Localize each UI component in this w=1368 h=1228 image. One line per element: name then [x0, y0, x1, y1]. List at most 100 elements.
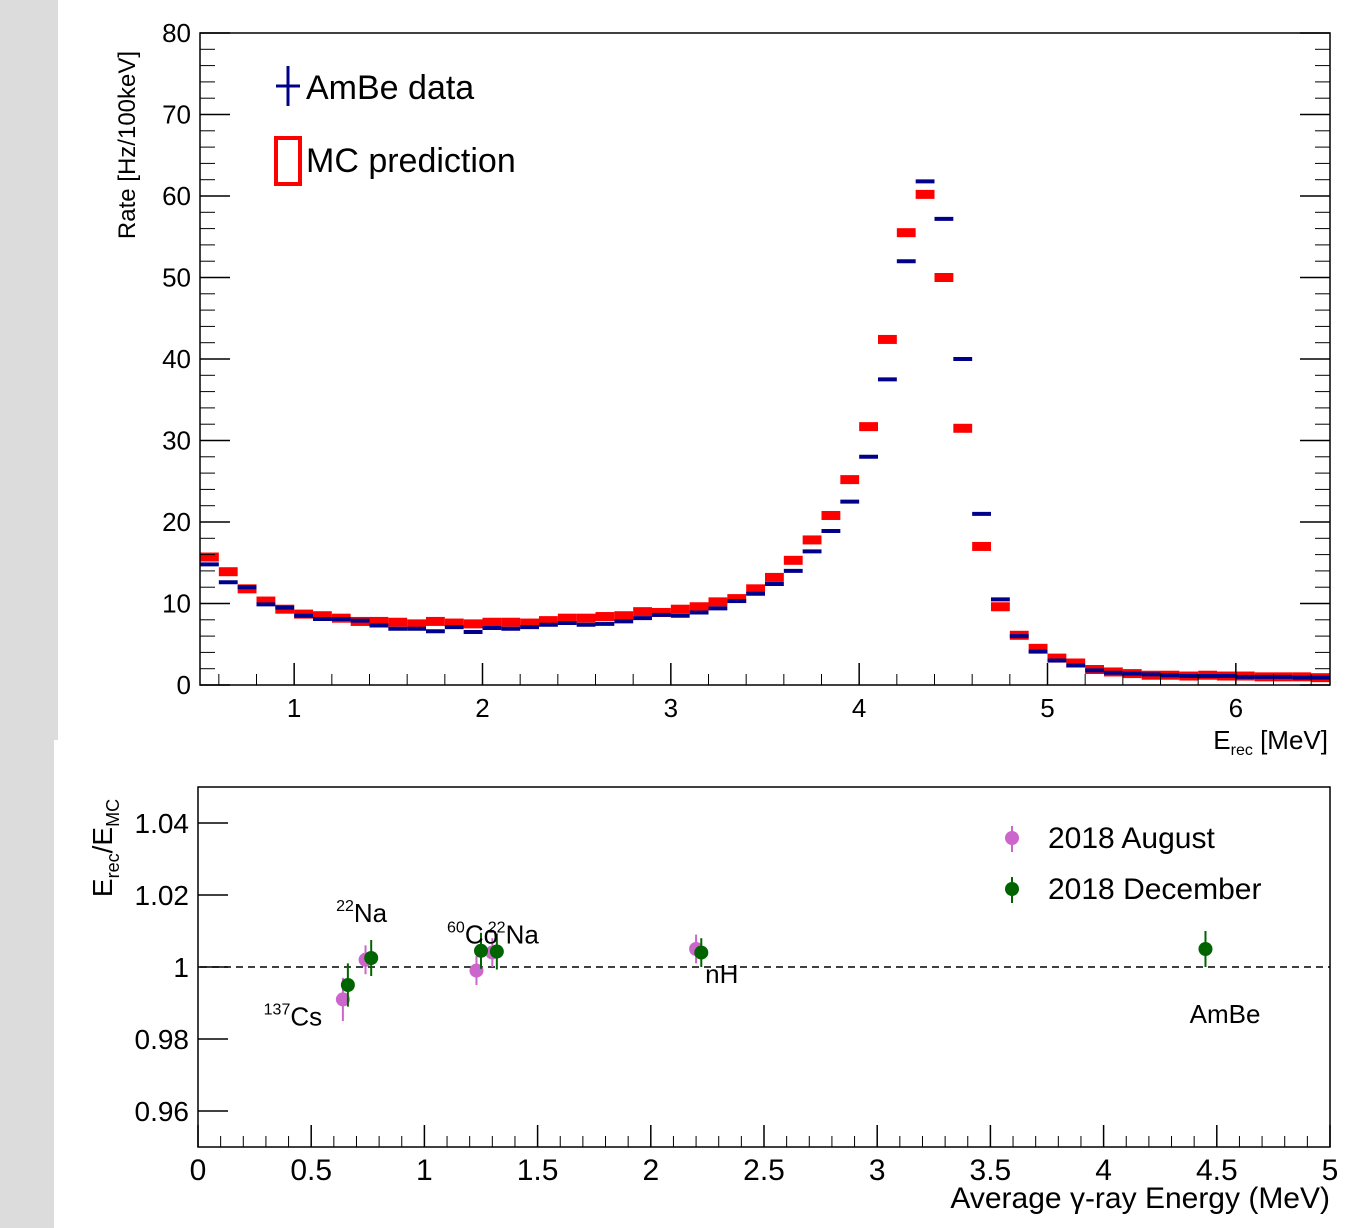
mc-prediction-box — [765, 572, 784, 582]
annotation-label: nH — [705, 959, 738, 989]
ratio-x-tick-label: 3 — [869, 1154, 886, 1187]
spectrum-x-tick-label: 6 — [1229, 693, 1243, 723]
december-data-point — [340, 978, 355, 992]
annotation-label: Na — [506, 920, 540, 950]
spectrum-y-tick-label: 40 — [162, 344, 191, 374]
mc-prediction-box — [1028, 643, 1048, 653]
legend-label-ambe-data: AmBe data — [306, 69, 474, 107]
energy-spectrum-chart: 0 10 20 30 40 50 60 70 80 1 2 3 4 5 6 Rate [Hz/100keV]… — [114, 18, 1331, 759]
mc-prediction-box — [1047, 653, 1067, 663]
mc-prediction-box — [444, 618, 464, 628]
spectrum-y-tick-label: 20 — [162, 507, 191, 537]
left-margin-strip-top — [0, 0, 58, 740]
ratio-y-tick-label: 0.98 — [135, 1024, 190, 1055]
legend-series-label: 2018 August — [1048, 822, 1215, 855]
mc-prediction-box — [934, 273, 954, 282]
mc-prediction-box — [840, 475, 860, 485]
legend-series-label: 2018 December — [1048, 873, 1261, 906]
mc-prediction-box — [972, 541, 991, 551]
mc-prediction-box — [708, 597, 728, 607]
mc-prediction-box — [313, 611, 332, 621]
mc-prediction-box — [256, 596, 276, 606]
annotation-label: Co — [465, 920, 498, 950]
ratio-x-tick-label: 1 — [416, 1154, 433, 1187]
mc-prediction-box — [953, 423, 973, 433]
ratio-y-tick-label: 0.96 — [135, 1096, 190, 1127]
annotation-label: AmBe — [1190, 999, 1261, 1029]
legend-mc-box — [274, 136, 302, 186]
ratio-x-tick-label: 4.5 — [1196, 1154, 1238, 1187]
ratio-x-tick-label: 0 — [190, 1154, 207, 1187]
december-data-point — [1198, 942, 1213, 956]
spectrum-x-tick-label: 1 — [287, 693, 301, 723]
annotation-mass-number: 137 — [264, 1002, 291, 1019]
mc-prediction-box — [576, 613, 596, 623]
spectrum-y-tick-label: 10 — [162, 589, 191, 619]
source-annotation: nH — [705, 959, 738, 989]
ratio-x-tick-label: 0.5 — [290, 1154, 332, 1187]
mc-prediction-box — [915, 189, 935, 199]
mc-prediction-box — [501, 617, 521, 627]
annotation-mass-number: 22 — [488, 920, 506, 937]
ratio-data-marks — [335, 931, 1213, 1021]
ratio-x-axis-label: Average γ-ray Energy (MeV) — [950, 1182, 1330, 1215]
mc-prediction-box — [557, 613, 577, 623]
ratio-x-tick-label: 4 — [1095, 1154, 1112, 1187]
source-annotation: AmBe — [1190, 999, 1261, 1029]
source-annotation: 22Na — [336, 898, 388, 928]
spectrum-y-axis-label: Rate [Hz/100keV] — [114, 51, 141, 239]
mc-prediction-box — [633, 607, 652, 617]
mc-prediction-box — [652, 607, 671, 617]
august-data-point — [335, 992, 350, 1007]
mc-prediction-box — [200, 552, 219, 562]
legend-marker — [1005, 831, 1019, 845]
mc-prediction-box — [727, 594, 747, 604]
mc-prediction-box — [991, 602, 1010, 612]
mc-prediction-box — [369, 616, 389, 626]
spectrum-legend: AmBe data MC prediction — [274, 66, 516, 186]
ratio-x-tick-label: 5 — [1322, 1154, 1339, 1187]
spectrum-y-tick-label: 0 — [177, 670, 191, 700]
mc-prediction-box — [539, 616, 558, 626]
ratio-x-tick-label: 3.5 — [970, 1154, 1012, 1187]
mc-prediction-box — [859, 422, 878, 432]
mc-prediction-box — [595, 612, 615, 622]
annotation-label: Cs — [290, 1002, 322, 1032]
legend-marker — [1005, 882, 1019, 896]
energy-scale-ratio-chart: 0.96 0.98 1 1.02 1.04 0 0.5 1 1.5 2 2.5 3 3.5 4 4.5 5 1… — [87, 786, 1339, 1215]
spectrum-x-tick-label: 5 — [1040, 693, 1054, 723]
spectrum-y-tick-label: 50 — [162, 263, 191, 293]
mc-prediction-box — [878, 334, 897, 344]
ratio-x-tick-label: 2 — [642, 1154, 659, 1187]
mc-prediction-box — [218, 567, 238, 577]
spectrum-y-tick-label: 80 — [162, 18, 191, 48]
spectrum-axes: 0 10 20 30 40 50 60 70 80 1 2 3 4 5 6 — [162, 18, 1330, 723]
spectrum-y-tick-label: 60 — [162, 181, 191, 211]
annotation-mass-number: 60 — [447, 920, 465, 937]
mc-prediction-box — [520, 618, 539, 628]
mc-prediction-box — [463, 619, 483, 629]
ratio-y-axis-label: Erec/EMC — [87, 799, 123, 897]
ratio-y-tick-label: 1.02 — [135, 880, 190, 911]
source-annotation: 137Cs — [264, 1002, 322, 1032]
mc-prediction-box — [783, 555, 803, 565]
mc-prediction-box — [670, 604, 690, 614]
mc-prediction-box — [1066, 658, 1086, 668]
mc-prediction-box — [746, 584, 765, 594]
mc-prediction-box — [821, 510, 841, 520]
august-data-point — [469, 963, 484, 978]
annotation-label: Na — [354, 898, 388, 928]
legend-label-mc-prediction: MC prediction — [306, 142, 516, 180]
spectrum-x-tick-label: 2 — [475, 693, 489, 723]
source-annotation: 22Na — [488, 920, 540, 950]
mc-prediction-box — [482, 617, 502, 627]
spectrum-data-marks — [200, 179, 1330, 683]
mc-prediction-box — [407, 619, 426, 629]
left-margin-strip-bottom — [0, 740, 54, 1228]
source-annotation: 60Co — [447, 920, 498, 950]
spectrum-x-axis-label: Erec [MeV] — [1213, 725, 1328, 759]
ratio-y-tick-label: 1.04 — [135, 808, 190, 839]
spectrum-y-tick-label: 30 — [162, 426, 191, 456]
